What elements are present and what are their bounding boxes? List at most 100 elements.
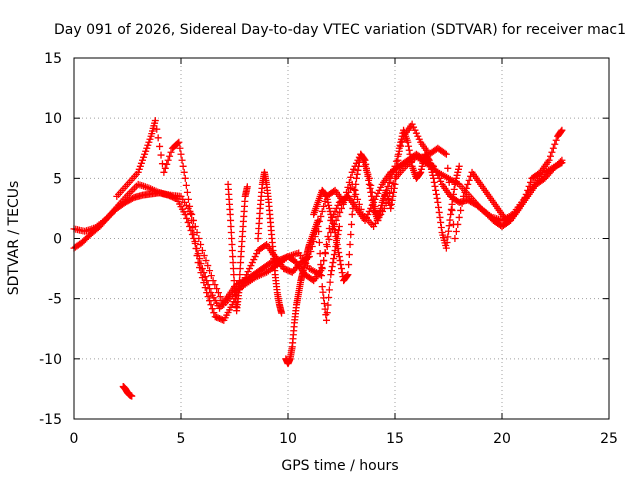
data-point [180, 168, 188, 176]
data-point [243, 183, 251, 191]
data-point [335, 253, 343, 261]
data-point [552, 136, 560, 144]
data-point [317, 261, 325, 269]
data-point [177, 150, 185, 158]
data-point [354, 166, 362, 174]
data-point [414, 132, 422, 140]
data-point [431, 182, 439, 190]
data-point [164, 156, 172, 164]
data-point [444, 164, 452, 172]
data-point [336, 208, 344, 216]
data-point [393, 162, 401, 170]
data-point [365, 176, 373, 184]
data-point [245, 265, 253, 273]
data-point [383, 189, 391, 197]
data-point [181, 210, 189, 218]
data-point [347, 220, 355, 228]
data-point [432, 190, 440, 198]
data-point [350, 185, 358, 193]
data-point [326, 278, 334, 286]
data-point [417, 168, 425, 176]
data-point [360, 155, 368, 163]
data-point [325, 286, 333, 294]
data-point [349, 204, 357, 212]
data-point [454, 220, 462, 228]
data-point [206, 285, 214, 293]
data-point [397, 135, 405, 143]
data-point [325, 293, 333, 301]
data-point [374, 216, 382, 224]
data-point [387, 204, 395, 212]
data-point [188, 216, 196, 224]
data-point [427, 162, 435, 170]
data-point [462, 184, 470, 192]
data-point [454, 168, 462, 176]
data-point [340, 198, 348, 206]
data-point [377, 204, 385, 212]
data-point [197, 241, 205, 249]
data-point [452, 177, 460, 185]
data-point [446, 216, 454, 224]
data-point [156, 142, 164, 150]
data-point [316, 250, 324, 258]
data-point [182, 181, 190, 189]
data-point [334, 201, 342, 209]
data-point [318, 207, 326, 215]
data-point [445, 227, 452, 235]
data-point [157, 151, 165, 159]
data-point [333, 237, 341, 245]
x-tick-label: 0 [70, 431, 79, 447]
series-trace-f [282, 216, 343, 368]
data-point [228, 235, 236, 242]
data-point [465, 176, 473, 184]
data-point [201, 284, 209, 292]
y-tick-label: -5 [48, 292, 62, 308]
data-point [350, 192, 358, 200]
chart-title: Day 091 of 2026, Sidereal Day-to-day VTE… [54, 22, 626, 38]
data-point [321, 305, 329, 313]
data-point [154, 134, 162, 142]
data-point [206, 267, 214, 275]
data-point [334, 212, 342, 220]
data-point [330, 255, 338, 263]
data-point [151, 117, 159, 125]
data-point [325, 204, 333, 212]
data-point [325, 236, 333, 244]
data-point [187, 209, 195, 217]
data-point [337, 261, 345, 269]
data-point [425, 156, 433, 164]
data-point [547, 152, 555, 160]
y-tick-label: 5 [53, 171, 62, 187]
data-point [388, 196, 396, 204]
data-point [558, 126, 566, 134]
data-point [141, 150, 149, 158]
series-trace-g [310, 126, 463, 285]
data-point [328, 267, 336, 275]
data-point [184, 195, 192, 203]
data-point [527, 178, 535, 186]
data-point [521, 194, 529, 202]
data-point [445, 222, 453, 230]
data-point [388, 170, 396, 178]
data-point [451, 235, 459, 242]
data-point [524, 186, 532, 194]
data-point [198, 274, 206, 282]
data-point [227, 216, 235, 224]
data-point [448, 206, 456, 214]
data-point [407, 154, 415, 162]
data-point [452, 174, 460, 182]
data-point [412, 129, 420, 137]
data-point [437, 218, 445, 226]
data-point [334, 245, 342, 253]
data-point [235, 289, 243, 297]
data-point [361, 156, 369, 164]
data-point [317, 212, 325, 220]
data-point [206, 297, 214, 305]
data-point [209, 277, 217, 285]
data-point [374, 189, 382, 197]
data-point [445, 178, 453, 186]
data-point [435, 208, 443, 216]
data-point [176, 144, 184, 152]
data-point [392, 168, 400, 176]
data-point [183, 214, 191, 222]
